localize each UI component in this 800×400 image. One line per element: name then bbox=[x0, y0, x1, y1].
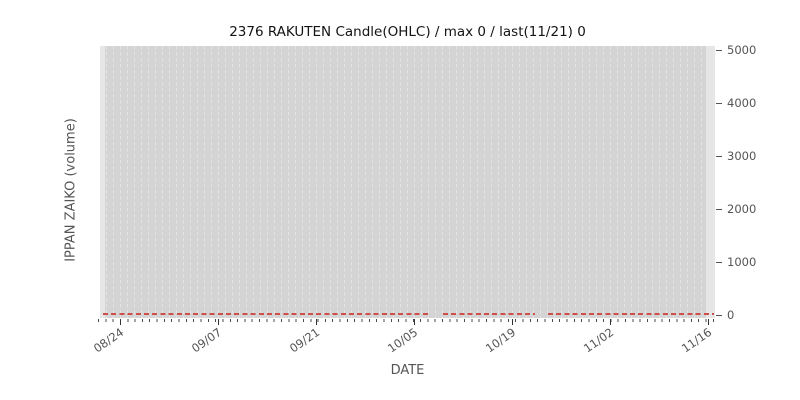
y-tick-label: 4000 bbox=[727, 96, 757, 110]
y-tick-mark bbox=[716, 208, 722, 210]
x-major-tick-mark bbox=[512, 319, 514, 325]
x-major-tick-mark bbox=[708, 319, 710, 325]
x-major-tick-mark bbox=[120, 319, 122, 325]
x-axis-label: DATE bbox=[390, 363, 425, 378]
y-axis-label: IPPAN ZAIKO (volume) bbox=[63, 118, 79, 262]
y-tick-label: 1000 bbox=[727, 255, 757, 269]
y-tick-mark bbox=[716, 261, 722, 263]
y-tick-label: 5000 bbox=[727, 43, 757, 57]
zero-value-line-segment bbox=[103, 313, 430, 315]
zero-value-line-segment bbox=[548, 313, 714, 315]
y-tick-mark bbox=[716, 102, 722, 104]
y-tick-mark bbox=[716, 155, 722, 157]
plot-area bbox=[100, 46, 715, 318]
chart-title: 2376 RAKUTEN Candle(OHLC) / max 0 / last… bbox=[229, 24, 586, 40]
x-major-tick-mark bbox=[610, 319, 612, 325]
zero-value-line-segment bbox=[443, 313, 535, 315]
x-major-tick-mark bbox=[414, 319, 416, 325]
x-major-tick-mark bbox=[316, 319, 318, 325]
x-tick-label: 10/05 bbox=[384, 325, 421, 356]
x-minor-tick-marks bbox=[97, 319, 716, 323]
x-major-tick-mark bbox=[218, 319, 220, 325]
x-tick-label: 09/21 bbox=[286, 325, 323, 356]
y-tick-mark bbox=[716, 49, 722, 51]
x-tick-label: 08/24 bbox=[90, 325, 127, 356]
y-tick-label: 0 bbox=[727, 308, 735, 322]
x-tick-label: 09/07 bbox=[188, 325, 225, 356]
x-tick-label: 10/19 bbox=[482, 325, 519, 356]
y-tick-label: 2000 bbox=[727, 202, 757, 216]
x-tick-label: 11/02 bbox=[580, 325, 617, 356]
x-tick-label: 11/16 bbox=[678, 325, 715, 356]
y-tick-mark bbox=[716, 314, 722, 316]
y-tick-label: 3000 bbox=[727, 149, 757, 163]
